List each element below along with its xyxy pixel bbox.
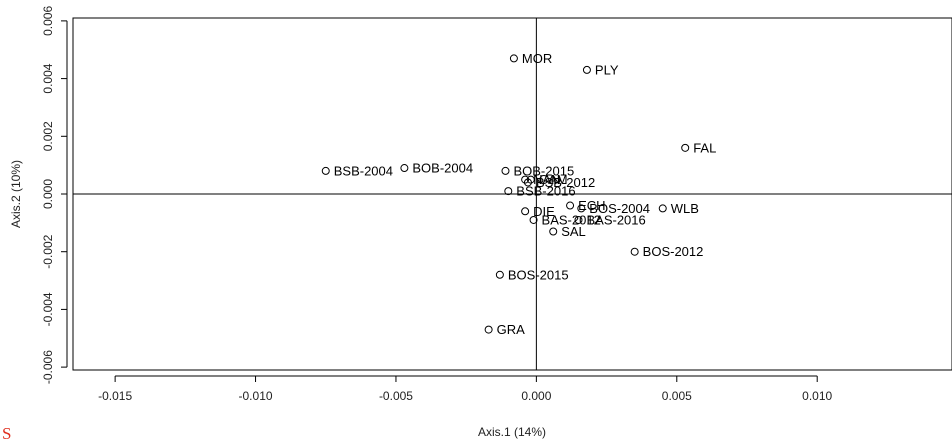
- data-point: [484, 325, 493, 334]
- data-point: [658, 204, 667, 213]
- point-label: BOS-2004: [589, 201, 650, 216]
- data-point: [504, 187, 513, 196]
- point-label: BSB-2004: [334, 163, 393, 178]
- y-tick-label: -0.006: [41, 350, 55, 384]
- point-label: WLB: [671, 201, 699, 216]
- data-point: [529, 215, 538, 224]
- point-label: BSB-2012: [536, 175, 595, 190]
- corner-mark: S: [2, 424, 12, 443]
- data-point: [574, 215, 583, 224]
- x-tick-label: -0.015: [98, 389, 132, 403]
- point-label: DIE: [533, 204, 555, 219]
- point-label: BAS-2012: [542, 212, 601, 227]
- data-point: [495, 270, 504, 279]
- x-tick-label: -0.005: [379, 389, 413, 403]
- point-label: FAL: [693, 140, 716, 155]
- point-label: BOS-2015: [508, 267, 569, 282]
- data-point: [577, 204, 586, 213]
- x-axis: -0.015 -0.010 -0.005 0.000 0.005 0.010: [98, 375, 833, 403]
- data-point: [321, 166, 330, 175]
- point-label: CAM: [539, 172, 568, 187]
- point-label: BOS-2012: [643, 244, 704, 259]
- point-label: BAS-2016: [586, 212, 645, 227]
- data-point: [523, 178, 532, 187]
- x-axis-title: Axis.1 (14%): [478, 425, 546, 439]
- data-point: [549, 227, 558, 236]
- point-label: GRA: [497, 322, 526, 337]
- x-tick-label: 0.005: [662, 389, 692, 403]
- point-label: SAL: [561, 224, 586, 239]
- data-point: [582, 65, 591, 74]
- x-tick-label: 0.010: [802, 389, 832, 403]
- data-point: [509, 54, 518, 63]
- point-label: BOB-2015: [513, 163, 574, 178]
- y-axis-title: Axis.2 (10%): [9, 160, 23, 228]
- point-label: MOR: [522, 51, 552, 66]
- data-point: [566, 201, 575, 210]
- point-label: PLY: [595, 62, 619, 77]
- point-label: BSB-2016: [516, 184, 575, 199]
- y-tick-label: 0.004: [41, 63, 55, 93]
- y-tick-label: -0.002: [41, 234, 55, 268]
- y-tick-label: 0.002: [41, 121, 55, 151]
- x-tick-label: -0.010: [239, 389, 273, 403]
- point-label: NAN: [533, 172, 560, 187]
- data-point: [526, 175, 535, 184]
- y-axis: -0.006 -0.004 -0.002 0.000 0.002 0.004 0.006: [41, 6, 68, 384]
- x-tick-label: 0.000: [521, 389, 551, 403]
- y-tick-label: -0.004: [41, 292, 55, 326]
- y-tick-label: 0.006: [41, 6, 55, 36]
- data-point: [501, 166, 510, 175]
- point-label: BOB-2004: [412, 161, 473, 176]
- data-point: [400, 164, 409, 173]
- y-tick-label: 0.000: [41, 179, 55, 209]
- data-point: [681, 143, 690, 152]
- data-point: [521, 207, 530, 216]
- data-point: [630, 247, 639, 256]
- data-point: [521, 175, 530, 184]
